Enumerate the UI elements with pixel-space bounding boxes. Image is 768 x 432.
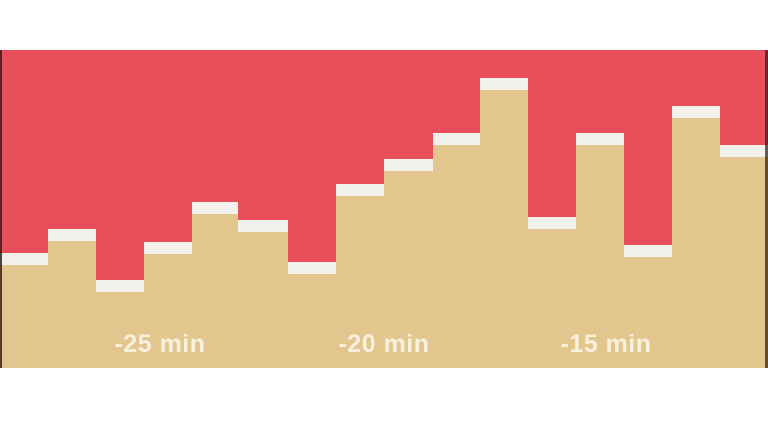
bar-cap xyxy=(96,280,144,292)
bar-cap xyxy=(0,253,48,265)
bar-cap xyxy=(672,106,720,118)
bar xyxy=(433,133,480,368)
bar-cap xyxy=(528,217,576,229)
right-edge-shadow xyxy=(765,50,768,368)
bar xyxy=(48,229,96,368)
bar xyxy=(238,220,288,368)
bar-cap xyxy=(624,245,672,257)
bar-cap xyxy=(144,242,192,254)
bar-cap xyxy=(720,145,768,157)
bar-cap xyxy=(192,202,238,214)
bar xyxy=(624,245,672,368)
x-tick-label-minus-15: -15 min xyxy=(560,330,652,358)
bar xyxy=(528,217,576,368)
bar-cap xyxy=(336,184,384,196)
bar xyxy=(144,242,192,368)
top-letterbox xyxy=(0,0,768,50)
bar xyxy=(720,145,768,368)
bar xyxy=(0,253,48,368)
bottom-letterbox xyxy=(0,368,768,432)
x-tick-label-minus-25: -25 min xyxy=(114,330,206,358)
bar-cap xyxy=(48,229,96,241)
bar-cap xyxy=(433,133,480,145)
bar-cap xyxy=(384,159,433,171)
left-edge-shadow xyxy=(0,50,2,368)
bar-cap xyxy=(576,133,624,145)
bar xyxy=(192,202,238,368)
bar-cap xyxy=(288,262,336,274)
bar xyxy=(288,262,336,368)
bar-cap xyxy=(238,220,288,232)
bar xyxy=(672,106,720,368)
bar xyxy=(336,184,384,368)
bar xyxy=(96,280,144,368)
bar xyxy=(384,159,433,368)
bar-cap xyxy=(480,78,528,90)
bar xyxy=(576,133,624,368)
step-bar-chart: -25 min -20 min -15 min xyxy=(0,50,768,368)
x-tick-label-minus-20: -20 min xyxy=(338,330,430,358)
bar xyxy=(480,78,528,368)
